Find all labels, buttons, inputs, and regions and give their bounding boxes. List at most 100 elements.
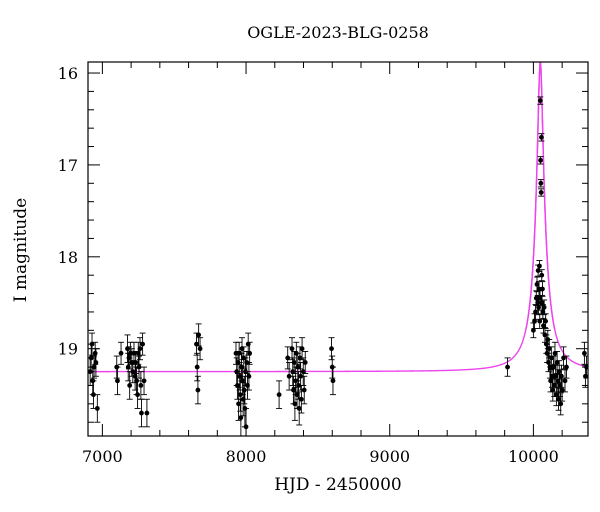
data-point xyxy=(194,375,201,405)
data-point-marker xyxy=(91,392,96,398)
data-point xyxy=(551,341,558,365)
data-point xyxy=(542,313,549,329)
data-point xyxy=(553,383,560,407)
data-point-marker xyxy=(196,332,202,338)
data-point-marker xyxy=(537,263,542,269)
y-tick-label: 17 xyxy=(58,156,78,175)
data-point-marker xyxy=(197,346,203,352)
data-point xyxy=(539,281,546,297)
y-tick-label: 18 xyxy=(58,248,78,267)
data-point-marker xyxy=(130,369,136,375)
data-point xyxy=(296,346,303,370)
data-point-marker xyxy=(548,355,554,361)
data-point-marker xyxy=(533,309,538,315)
data-point-marker xyxy=(92,350,98,356)
data-point-marker xyxy=(330,378,336,384)
data-point-marker xyxy=(302,360,308,365)
data-point xyxy=(537,156,544,165)
data-point xyxy=(537,96,544,105)
data-point xyxy=(125,346,132,370)
data-point xyxy=(132,351,139,374)
data-point xyxy=(538,133,545,142)
data-point-marker xyxy=(546,346,552,352)
data-point xyxy=(138,398,145,428)
x-tick-label: 8000 xyxy=(226,447,267,466)
data-point-marker xyxy=(286,373,292,379)
data-point-marker xyxy=(531,327,536,333)
data-point-marker xyxy=(536,286,542,292)
data-point xyxy=(557,392,564,416)
data-point-marker xyxy=(552,350,558,356)
data-point xyxy=(301,375,308,405)
data-point-marker xyxy=(298,373,304,379)
data-point xyxy=(134,380,141,409)
data-point-marker xyxy=(194,364,200,370)
data-point-marker xyxy=(140,341,145,347)
data-point-marker xyxy=(127,383,133,388)
data-point-marker xyxy=(296,406,302,411)
data-point-marker xyxy=(237,373,243,379)
chart-title: OGLE-2023-BLG-0258 xyxy=(247,23,429,42)
data-point-marker xyxy=(537,318,543,324)
data-point-marker xyxy=(559,387,565,393)
data-point-marker xyxy=(118,350,124,356)
data-point xyxy=(139,332,146,356)
data-point-marker xyxy=(276,392,282,398)
data-point xyxy=(291,386,298,421)
data-point xyxy=(531,313,538,329)
data-point-marker xyxy=(536,304,541,310)
data-point-marker xyxy=(553,392,559,398)
plot-area xyxy=(88,62,588,436)
data-point-marker xyxy=(535,300,541,306)
data-point xyxy=(302,351,309,374)
data-point xyxy=(563,355,570,379)
data-point-marker xyxy=(141,378,147,384)
data-point-marker xyxy=(88,355,94,361)
data-point xyxy=(141,366,148,396)
data-point-marker xyxy=(131,350,137,356)
tick-labels: 7000 8000 9000 10000 16 17 18 19 xyxy=(58,64,559,466)
data-point-marker xyxy=(89,341,95,347)
data-point-marker xyxy=(300,369,306,375)
data-point-marker xyxy=(238,415,244,421)
data-point-marker xyxy=(194,341,199,347)
data-point-marker xyxy=(559,373,564,379)
x-tick-label: 10000 xyxy=(508,447,559,466)
data-point-marker xyxy=(137,346,143,352)
data-point-marker xyxy=(539,134,544,140)
data-point-marker xyxy=(537,295,543,301)
data-point-marker xyxy=(539,300,545,306)
data-point xyxy=(530,322,537,339)
data-point-marker xyxy=(582,350,587,356)
data-point-marker xyxy=(537,98,543,103)
data-point xyxy=(537,179,544,188)
data-point xyxy=(536,313,543,329)
data-point xyxy=(562,369,569,393)
data-point-marker xyxy=(534,281,540,287)
data-point-marker xyxy=(561,355,566,361)
data-point-marker xyxy=(553,373,559,379)
data-point xyxy=(329,366,336,396)
data-point-marker xyxy=(538,157,543,163)
data-point xyxy=(94,394,101,423)
data-point-marker xyxy=(285,355,291,361)
data-point xyxy=(245,362,252,391)
data-point-marker xyxy=(139,410,144,416)
data-point xyxy=(114,366,121,396)
data-point xyxy=(91,355,98,379)
data-point-marker xyxy=(135,392,140,398)
data-point-marker xyxy=(539,272,545,278)
axis-ticks xyxy=(88,62,588,436)
data-point xyxy=(113,355,120,379)
data-point xyxy=(135,341,142,365)
data-point-marker xyxy=(138,383,144,388)
data-point-marker xyxy=(543,318,549,324)
data-point-marker xyxy=(292,401,298,407)
data-point-marker xyxy=(329,346,334,352)
data-point-marker xyxy=(115,378,120,384)
data-point-marker xyxy=(133,360,139,365)
data-point-marker xyxy=(556,396,561,402)
data-point xyxy=(143,398,150,428)
data-point xyxy=(299,337,306,361)
